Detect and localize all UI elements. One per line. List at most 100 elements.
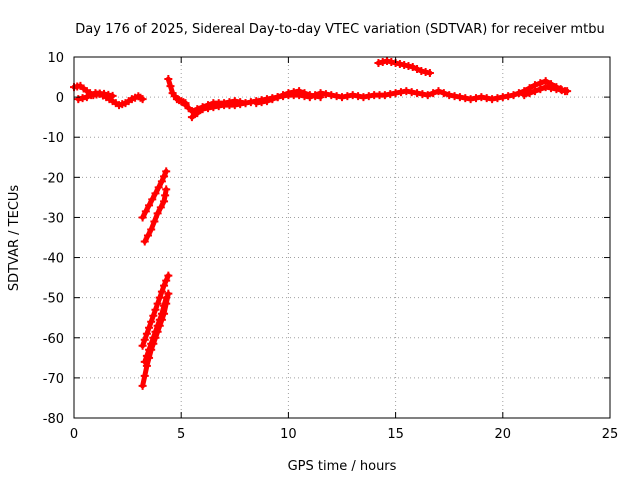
data-point [209,103,218,112]
data-point [257,98,266,107]
data-point [138,95,147,104]
series-arc-9 [181,77,569,116]
data-point [147,317,156,326]
data-point [149,311,158,320]
data-point [321,90,330,99]
data-point [327,91,336,100]
data-point [74,95,83,104]
y-tick-label: -20 [43,171,64,186]
data-point [138,213,147,222]
data-point [157,287,166,296]
data-point [509,91,518,100]
series-arc-2 [74,89,117,104]
data-point [160,197,169,206]
data-point [161,191,170,200]
data-point [164,271,173,280]
data-point [230,101,239,110]
data-point [493,94,502,103]
data-point [262,97,271,106]
data-point [82,93,91,102]
x-axis-label: GPS time / hours [288,459,397,474]
data-point [252,99,261,108]
data-point [198,105,207,114]
x-tick-label: 0 [70,427,78,442]
data-point [378,58,387,67]
data-point [541,83,550,92]
data-point [153,209,162,218]
y-tick-label: -60 [43,332,64,347]
data-point [164,75,173,84]
data-point [153,299,162,308]
data-point [434,87,443,96]
data-point [455,93,464,102]
data-point [332,92,341,101]
data-point [305,91,314,100]
data-point [383,57,392,66]
data-point [147,345,156,354]
y-tick-label: -50 [43,292,64,307]
data-point [504,92,513,101]
data-point [162,276,171,285]
data-point [142,329,151,338]
y-tick-label: -80 [43,412,64,427]
data-point [482,94,491,103]
data-point [402,87,411,96]
data-point [154,183,163,192]
data-point [477,93,486,102]
data-point [143,231,152,240]
data-point [386,90,395,99]
data-point [445,91,454,100]
data-point [268,95,277,104]
plot-frame [73,56,611,419]
data-point [552,85,561,94]
data-point [241,99,250,108]
data-point [164,289,173,298]
data-point [273,93,282,102]
data-point [563,87,572,96]
data-point [87,91,96,100]
data-point [162,299,171,308]
data-point [423,91,432,100]
data-point [151,189,160,198]
data-point [295,87,304,96]
data-point [404,62,413,71]
data-point [418,90,427,99]
data-point [354,92,363,101]
chart-title: Day 176 of 2025, Sidereal Day-to-day VTE… [75,22,604,37]
data-point [157,315,166,324]
data-point [520,91,529,100]
data-point [100,89,109,98]
x-tick-label: 5 [177,427,185,442]
y-tick-label: 0 [56,91,64,106]
data-point [380,91,389,100]
data-point [311,92,320,101]
data-point [151,305,160,314]
data-point [140,335,149,344]
data-point [348,91,357,100]
series-layer [70,57,572,390]
data-point [284,89,293,98]
x-tick-label: 20 [495,427,512,442]
data-point [147,225,156,234]
x-tick-label: 15 [387,427,404,442]
data-point [145,201,154,210]
data-point [461,94,470,103]
data-point [396,88,405,97]
data-point [162,185,171,194]
y-tick-label: -70 [43,372,64,387]
data-point [153,327,162,336]
data-point [279,91,288,100]
series-arc-13 [520,83,572,100]
data-point [300,89,309,98]
data-point [421,68,430,77]
data-point [547,84,556,93]
data-point [108,91,117,100]
series-arc-12 [374,57,434,78]
series-arc-10 [187,99,250,122]
data-point [162,167,171,176]
data-point [316,93,325,102]
data-point [138,341,147,350]
data-point [145,353,154,362]
data-point [104,90,113,99]
data-point [514,89,523,98]
